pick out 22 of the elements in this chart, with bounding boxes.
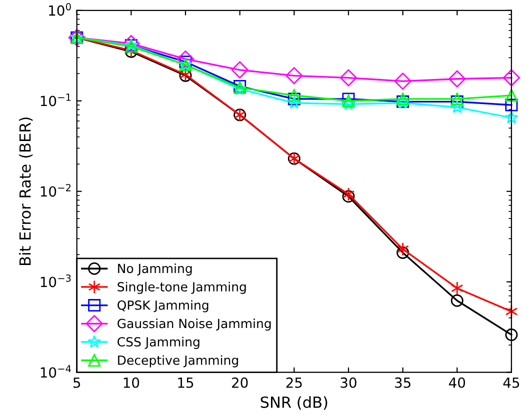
x-tick-label: 20 <box>232 377 248 388</box>
x-tick-label: 35 <box>395 377 410 388</box>
y-tick-label: 10$^{−1}$ <box>40 94 71 106</box>
y-tick-label: 10$^{−2}$ <box>40 184 71 197</box>
x-axis-title: SNR (dB) <box>260 396 328 410</box>
x-tick-label: 25 <box>286 377 302 388</box>
legend-label: Single-tone Jamming <box>118 282 246 294</box>
y-tick-label: 10$^{−4}$ <box>40 365 71 378</box>
x-tick-label: 15 <box>178 378 194 388</box>
x-tick-label: 10 <box>124 377 140 388</box>
y-axis-title: Bit Error Rate (BER) <box>19 118 33 265</box>
y-tick-label: 10$^{0}$ <box>49 3 71 16</box>
x-tick-label: 45 <box>503 378 520 388</box>
y-tick-label: 10$^{−3}$ <box>40 274 71 288</box>
legend-label: CSS Jamming <box>118 336 200 349</box>
legend-label: No Jamming <box>118 263 192 276</box>
legend-label: QPSK Jamming <box>118 300 208 312</box>
legend-label: Gaussian Noise Jamming <box>118 318 271 331</box>
legend-label: Deceptive Jamming <box>118 355 238 368</box>
x-tick-label: 40 <box>448 377 466 388</box>
x-tick-label: 30 <box>340 377 356 388</box>
x-tick-label: 5 <box>74 378 80 388</box>
